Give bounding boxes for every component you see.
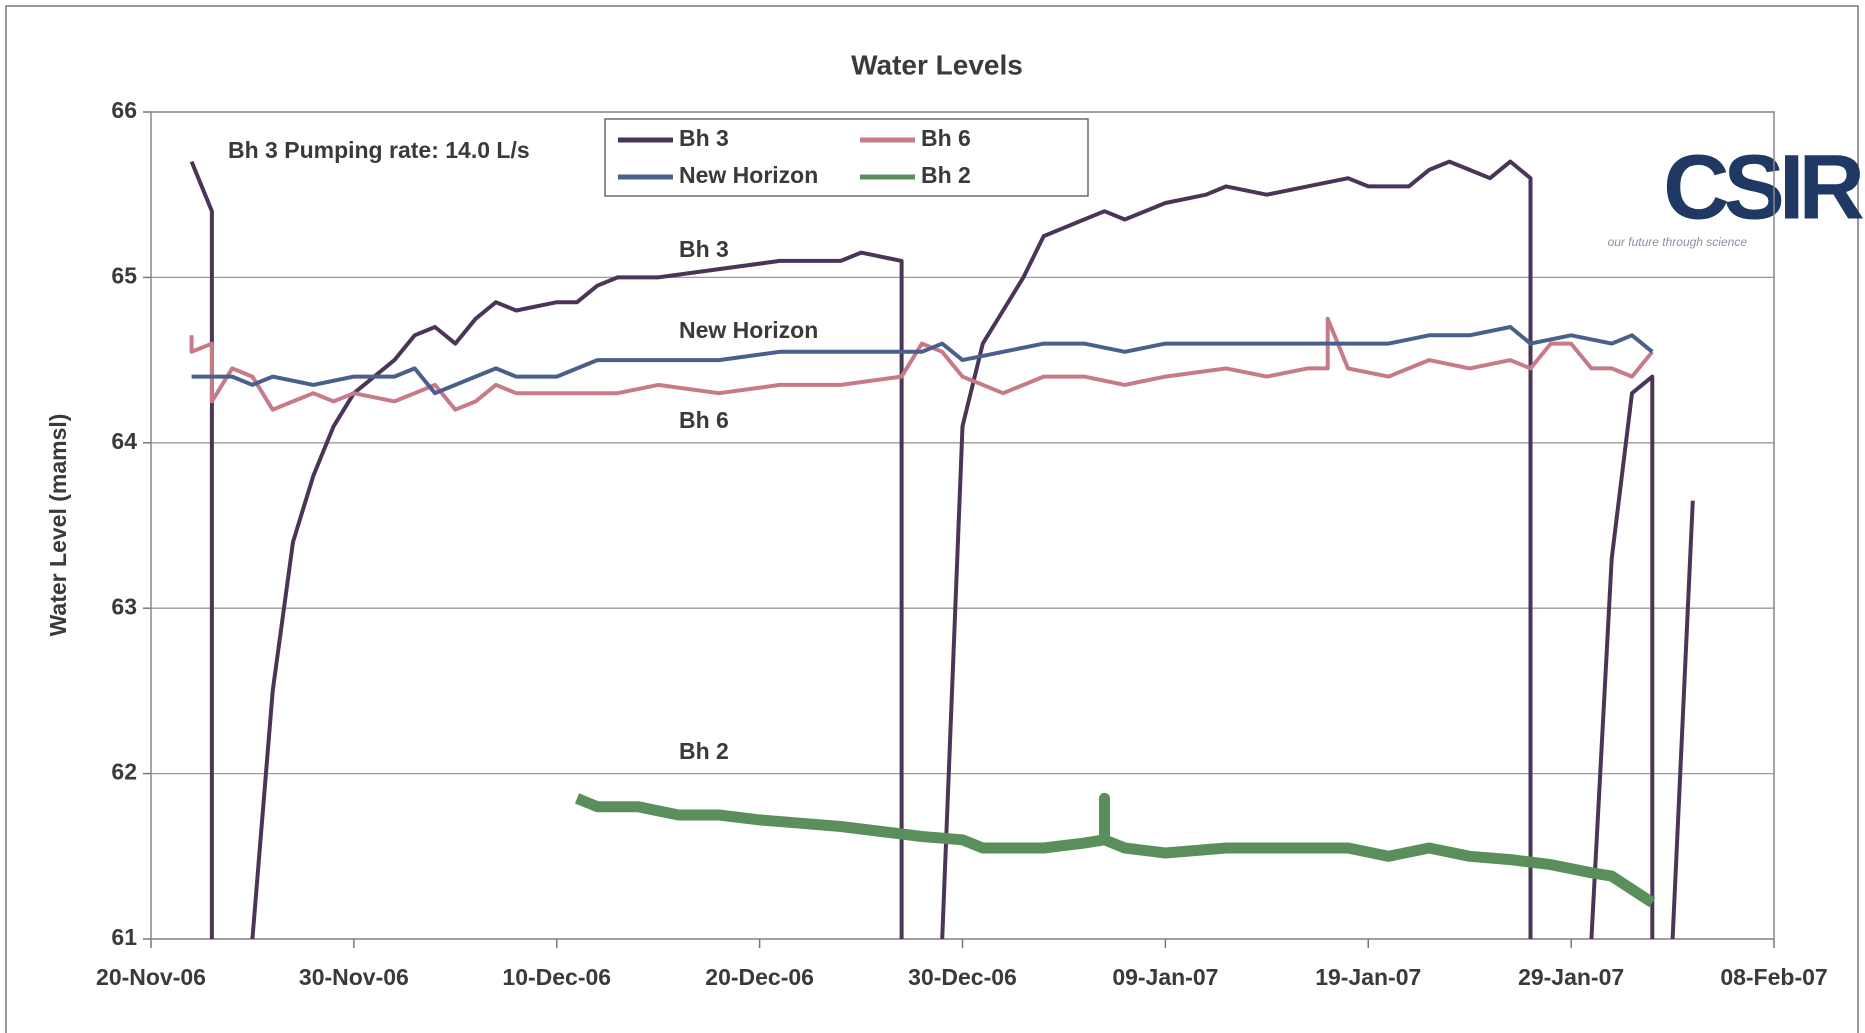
legend-label: New Horizon <box>679 162 818 188</box>
legend-label: Bh 6 <box>921 125 971 151</box>
y-tick-label: 65 <box>111 262 137 288</box>
annotation: New Horizon <box>679 317 818 343</box>
chart-title: Water Levels <box>851 49 1023 80</box>
legend-label: Bh 3 <box>679 125 729 151</box>
chart-border <box>5 5 1859 1033</box>
y-tick-label: 63 <box>111 593 137 619</box>
logo-tagline: our future through science <box>1608 235 1748 249</box>
x-tick-label: 09-Jan-07 <box>1112 964 1218 990</box>
series-line <box>191 325 1654 396</box>
x-tick-label: 30-Dec-06 <box>908 964 1017 990</box>
y-tick-label: 66 <box>111 97 137 123</box>
annotation: Bh 6 <box>679 407 729 433</box>
series-line <box>189 159 1695 939</box>
logo-name: CSIR <box>1663 136 1863 238</box>
legend-box <box>604 118 1089 197</box>
y-tick-label: 62 <box>111 759 137 785</box>
series-line <box>574 792 1656 908</box>
annotation: Bh 3 <box>679 236 729 262</box>
y-axis-title: Water Level (mamsl) <box>45 414 71 637</box>
x-tick-label: 08-Feb-07 <box>1720 964 1827 990</box>
x-tick-label: 29-Jan-07 <box>1518 964 1624 990</box>
x-tick-label: 19-Jan-07 <box>1315 964 1421 990</box>
legend-label: Bh 2 <box>921 162 971 188</box>
x-tick-label: 20-Nov-06 <box>96 964 206 990</box>
annotation: Bh 2 <box>679 738 729 764</box>
annotation: Bh 3 Pumping rate: 14.0 L/s <box>228 137 530 163</box>
y-tick-label: 61 <box>111 924 137 950</box>
y-tick-label: 64 <box>111 428 137 454</box>
x-tick-label: 30-Nov-06 <box>299 964 409 990</box>
x-tick-label: 10-Dec-06 <box>502 964 611 990</box>
x-tick-label: 20-Dec-06 <box>705 964 814 990</box>
series-line <box>189 316 1654 412</box>
